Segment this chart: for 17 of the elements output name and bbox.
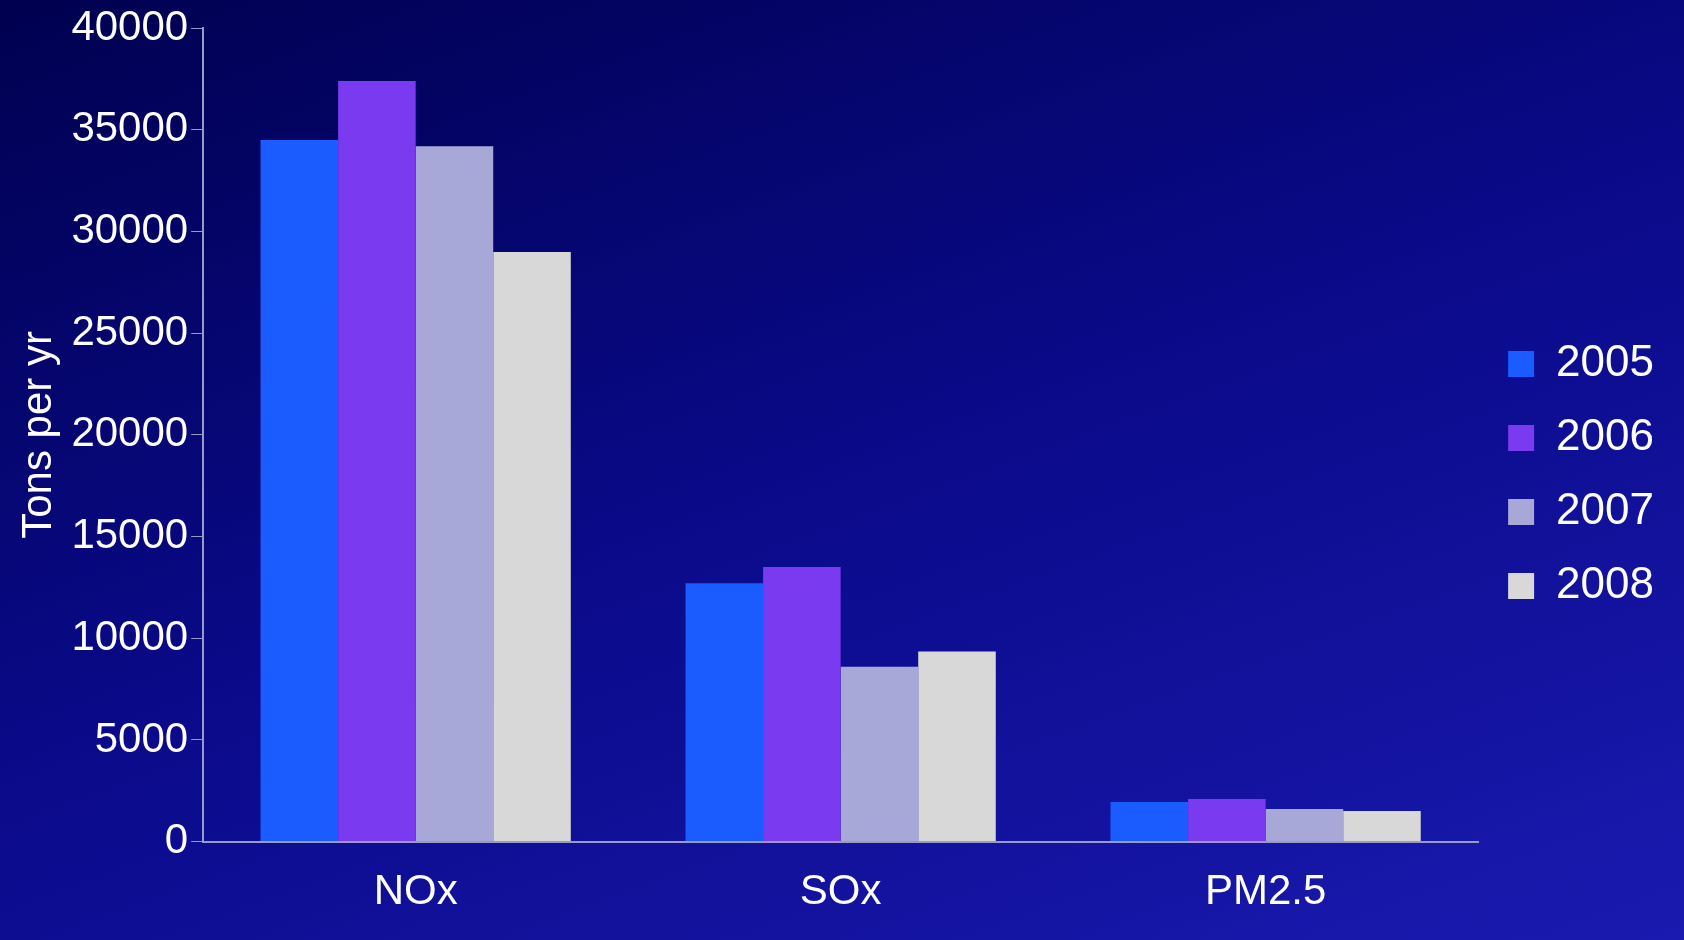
x-tick-label: SOx xyxy=(799,866,882,914)
legend-label: 2005 xyxy=(1556,336,1655,386)
y-tick-label: 25000 xyxy=(71,306,189,354)
y-tick-label: 10000 xyxy=(71,611,189,659)
legend-label: 2008 xyxy=(1556,558,1655,608)
y-tick-label: 15000 xyxy=(71,510,189,558)
y-axis-title: Tons per yr xyxy=(12,331,60,539)
y-tick-label: 20000 xyxy=(71,408,189,456)
y-tick-label: 35000 xyxy=(71,103,189,151)
legend-label: 2007 xyxy=(1556,484,1655,534)
y-tick-label: 0 xyxy=(164,815,189,863)
x-tick-label: NOx xyxy=(373,866,458,914)
x-tick-label: PM2.5 xyxy=(1204,866,1327,914)
legend-label: 2006 xyxy=(1556,410,1655,460)
y-tick-label: 40000 xyxy=(71,1,189,49)
y-tick-label: 30000 xyxy=(71,205,189,253)
y-tick-label: 5000 xyxy=(94,713,189,761)
